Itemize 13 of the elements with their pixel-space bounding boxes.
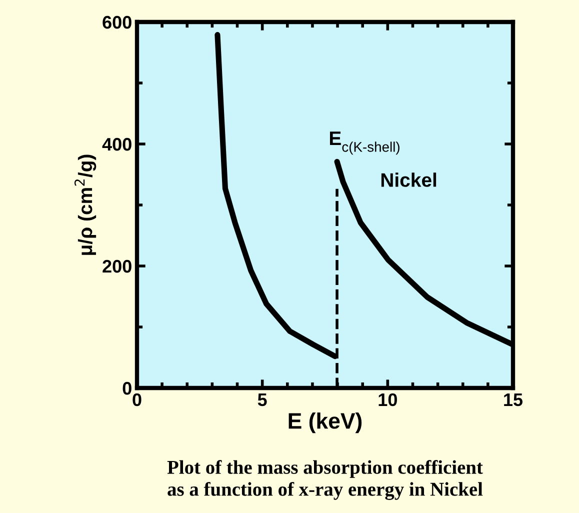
x-tick-label: 0	[132, 393, 142, 406]
y-tick-label: 0	[122, 382, 132, 395]
x-tick-label: 5	[258, 394, 267, 406]
annotation: Nickel	[381, 172, 436, 187]
y-tick-label: 400	[102, 138, 132, 151]
x-tick-label: 10	[378, 393, 397, 406]
y-axis-title: μ/ρ (cm$^{2}$/g)	[74, 154, 96, 255]
text: Plot of the mass absorption coefficient as a function of x-ray energy in Nickel	[167, 460, 483, 500]
annotation: Ec(K-shell)	[330, 132, 400, 155]
x-axis-title: E (keV)	[288, 412, 362, 434]
y-tick-label: 600	[102, 16, 132, 29]
y-tick-label: 200	[102, 260, 132, 273]
x-tick-label: 15	[504, 394, 523, 406]
